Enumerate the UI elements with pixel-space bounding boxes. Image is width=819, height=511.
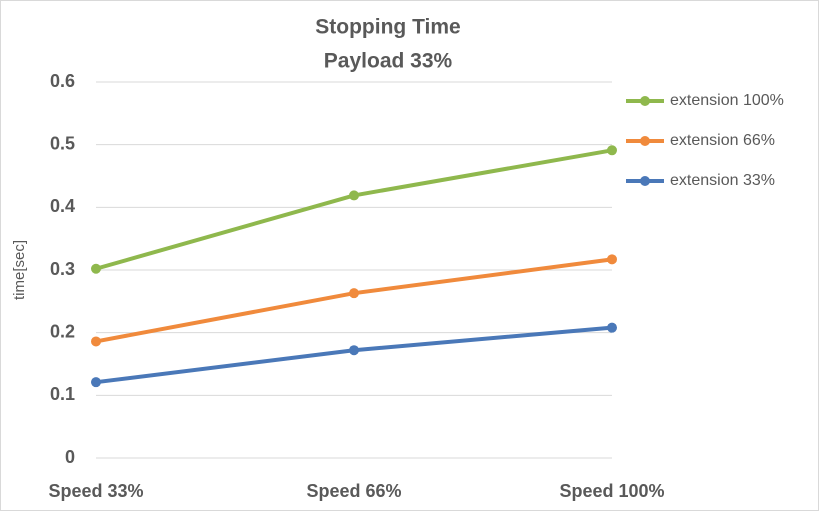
data-point [91,263,101,274]
x-tick-label: Speed 33% [48,481,143,501]
legend-label: extension 33% [670,172,775,189]
y-axis-label: time[sec] [11,240,28,300]
y-tick-label: 0 [65,447,75,467]
legend-marker [640,136,650,146]
y-tick-label: 0.6 [50,71,75,91]
y-tick-label: 0.3 [50,259,75,279]
chart-subtitle: Payload 33% [324,50,453,73]
data-point [91,377,101,388]
data-point [607,322,617,333]
x-tick-label: Speed 66% [306,481,401,501]
data-point [349,288,359,299]
data-point [349,190,359,201]
data-point [607,145,617,156]
legend-label: extension 100% [670,92,784,109]
chart-title: Stopping Time [315,16,460,39]
data-point [607,254,617,265]
y-tick-label: 0.5 [50,133,75,153]
data-point [349,345,359,356]
y-tick-label: 0.2 [50,321,75,341]
data-point [91,336,101,347]
legend-marker [640,96,650,106]
y-tick-label: 0.4 [50,196,75,216]
legend-marker [640,176,650,186]
y-tick-label: 0.1 [50,384,75,404]
legend-label: extension 66% [670,132,775,149]
x-tick-label: Speed 100% [559,481,664,501]
